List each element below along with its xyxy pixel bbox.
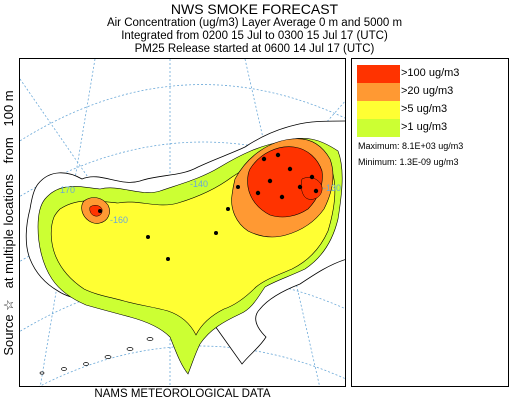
source-star-icon (287, 166, 293, 172)
legend-label: >100 ug/m3 (401, 67, 460, 79)
island (39, 371, 45, 375)
island (126, 347, 134, 351)
graticule-labels: 170 -160 -140 -130 (60, 179, 341, 225)
legend-swatch (357, 83, 400, 101)
source-star-icon (267, 178, 273, 184)
maximum-value: Maximum: 8.1E+03 ug/m3 (358, 141, 464, 151)
graticule-label: -140 (190, 179, 208, 189)
smoke-map-canvas: 170 -160 -140 -130 (20, 59, 345, 386)
source-star-icon (166, 257, 170, 261)
longitude-line (39, 59, 96, 386)
source-star-icon (255, 190, 261, 196)
source-star-icon (309, 174, 315, 180)
island (61, 367, 67, 371)
concentration-legend: >100 ug/m3 >20 ug/m3 >5 ug/m3 >1 ug/m3 M… (351, 58, 509, 387)
island (146, 337, 154, 341)
source-star-icon (261, 156, 267, 162)
source-markers (98, 152, 319, 261)
legend-entry-1: >1 ug/m3 (357, 119, 507, 137)
legend-swatch (357, 65, 400, 83)
source-star-icon (214, 231, 218, 235)
graticule-label: 170 (60, 185, 75, 195)
island (104, 355, 112, 359)
contour-over-100-east-lobe (301, 177, 323, 200)
legend-label: >1 ug/m3 (401, 121, 448, 133)
graticule-label: -160 (110, 215, 128, 225)
source-star-icon (279, 194, 285, 200)
smoke-map: 170 -160 -140 -130 (19, 58, 346, 387)
integration-period: Integrated from 0200 15 Jul to 0300 15 J… (121, 30, 388, 42)
island (83, 362, 89, 366)
legend-label: >5 ug/m3 (401, 103, 448, 115)
legend-entry-20: >20 ug/m3 (357, 83, 507, 101)
source-star-icon (297, 184, 303, 190)
source-label-text: Source ☆ at multiple locations from 100 … (1, 90, 16, 356)
contour-over-100-west (89, 205, 103, 217)
legend-swatch (357, 119, 400, 137)
legend-entry-100: >100 ug/m3 (357, 65, 507, 83)
source-star-icon (146, 235, 150, 239)
contour-over-100-east (247, 146, 323, 218)
legend-swatch (357, 101, 400, 119)
source-star-icon (236, 185, 240, 189)
graticule-label: -130 (323, 183, 341, 193)
meteorological-data-label: NAMS METEOROLOGICAL DATA (94, 388, 271, 400)
source-star-icon (275, 152, 281, 158)
source-label: Source ☆ at multiple locations from 100 … (0, 58, 18, 388)
latitude-line (20, 84, 345, 142)
source-star-icon (98, 209, 102, 213)
source-star-icon (313, 188, 319, 194)
legend-entry-5: >5 ug/m3 (357, 101, 507, 119)
map-title: NWS SMOKE FORECAST (170, 1, 339, 17)
concentration-description: Air Concentration (ug/m3) Layer Average … (106, 17, 403, 29)
latitude-line (20, 276, 345, 332)
minimum-value: Minimum: 1.3E-09 ug/m3 (358, 157, 459, 167)
release-start: PM25 Release started at 0600 14 Jul 17 (… (134, 43, 375, 55)
legend-label: >20 ug/m3 (401, 85, 454, 97)
source-star-icon (226, 207, 230, 211)
map-header: NWS SMOKE FORECAST Air Concentration (ug… (0, 0, 509, 56)
